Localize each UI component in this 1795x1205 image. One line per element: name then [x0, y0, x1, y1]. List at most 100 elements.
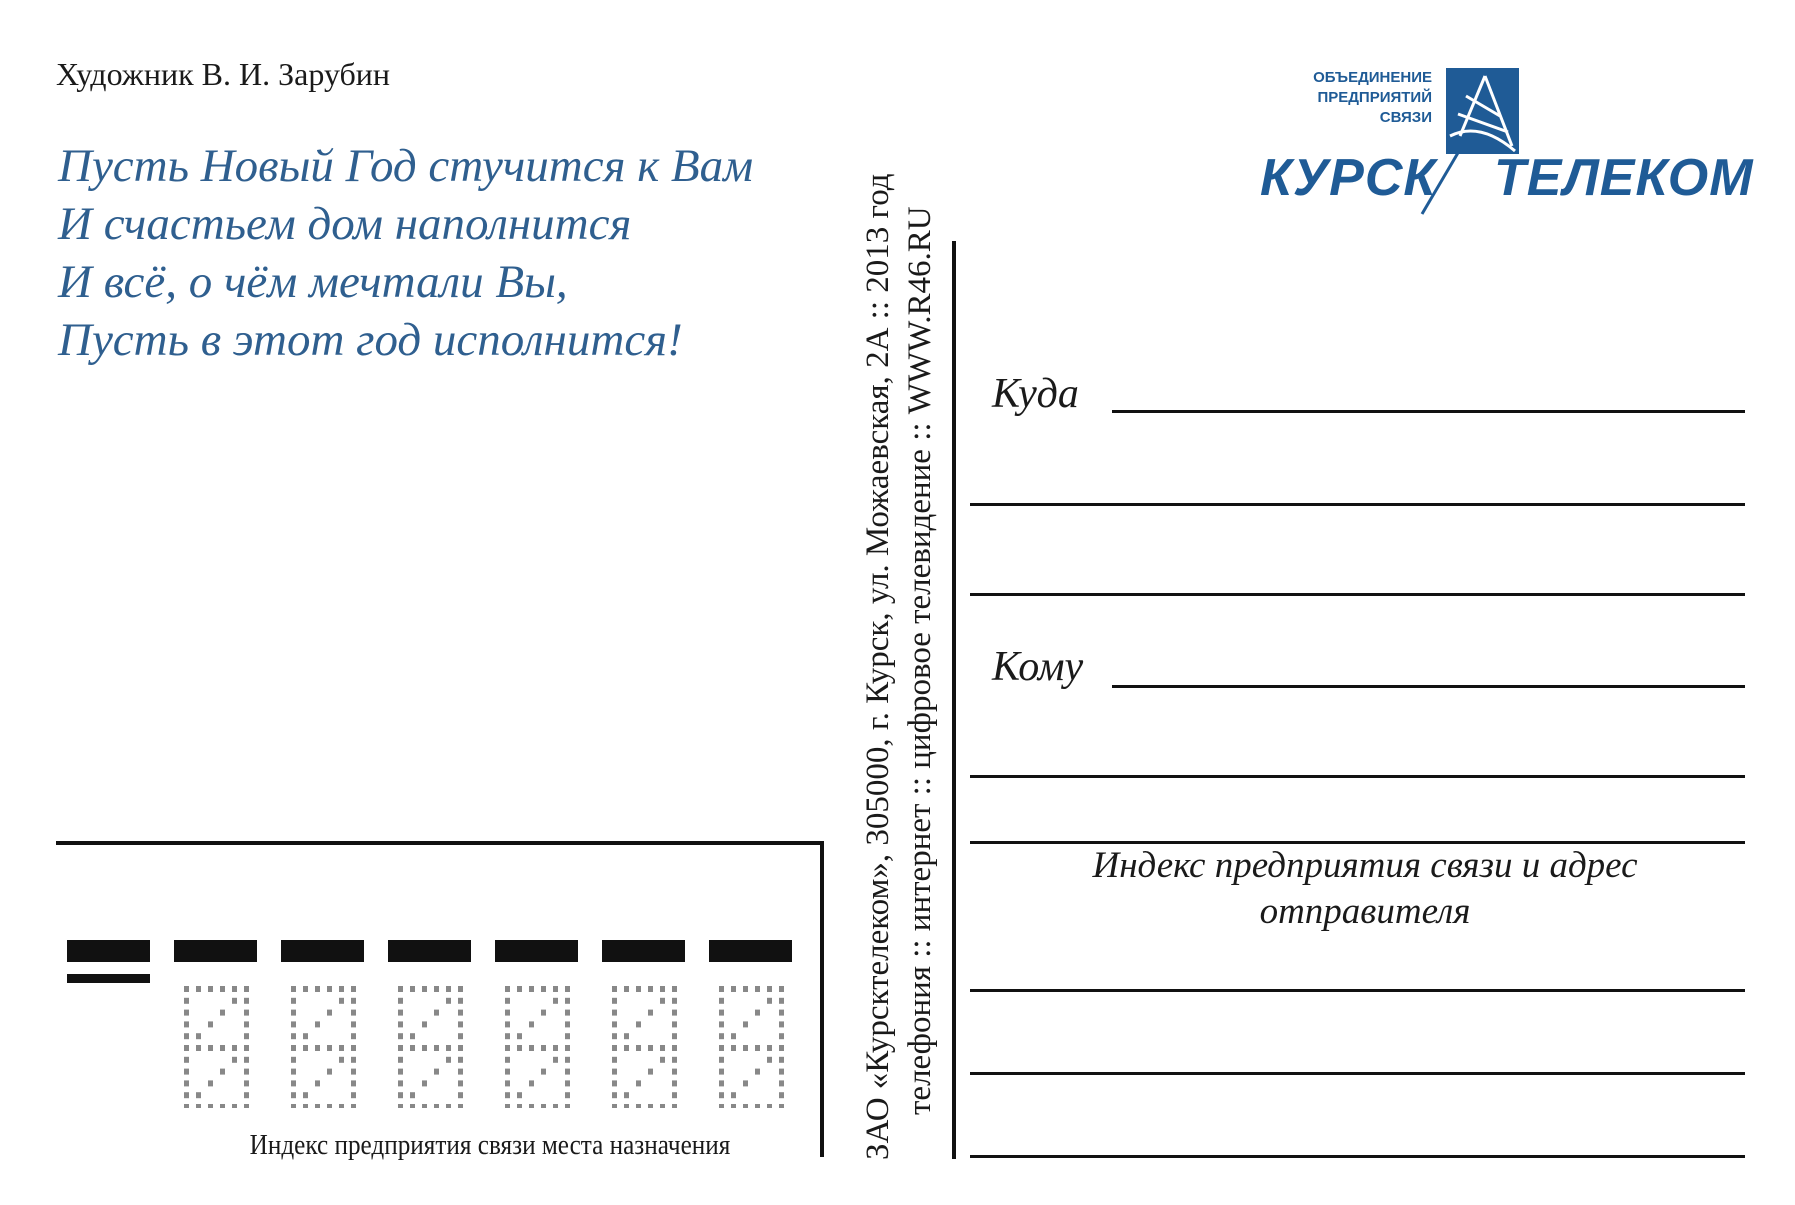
template-dot: [612, 1092, 617, 1099]
to-where-label: Куда: [992, 371, 1079, 417]
postcode-digit-template[interactable]: [182, 984, 252, 1108]
template-dot: [612, 1009, 617, 1016]
template-dot: [458, 986, 463, 992]
template-dot: [458, 1092, 463, 1099]
template-dot: [612, 1056, 617, 1063]
template-dot: [517, 1033, 522, 1040]
template-dot: [541, 1045, 546, 1051]
template-dot: [327, 1045, 332, 1051]
template-dot: [743, 1104, 748, 1108]
template-dot: [244, 1045, 249, 1051]
template-dot: [458, 1080, 463, 1087]
address-line[interactable]: [970, 503, 1745, 506]
template-dot: [244, 997, 249, 1004]
template-dot: [719, 1045, 724, 1051]
template-dot: [398, 1104, 403, 1108]
template-dot: [565, 1056, 570, 1063]
address-line[interactable]: [1112, 410, 1745, 413]
sender-line[interactable]: [970, 1155, 1745, 1158]
template-dot: [731, 1045, 736, 1051]
template-dot: [719, 1092, 724, 1099]
template-dot: [184, 1104, 189, 1108]
postcode-digit-template[interactable]: [717, 984, 787, 1108]
template-dot: [327, 1068, 332, 1075]
template-dot: [731, 986, 736, 992]
address-line[interactable]: [970, 593, 1745, 596]
template-dot: [446, 997, 451, 1004]
template-dot: [743, 986, 748, 992]
imprint-line: телефония :: интернет :: цифровое телеви…: [902, 206, 938, 1115]
template-dot: [458, 1045, 463, 1051]
template-dot: [743, 1021, 748, 1028]
template-dot: [327, 1104, 332, 1108]
template-dot: [660, 997, 665, 1004]
recipient-line[interactable]: [1112, 685, 1745, 688]
imprint-line: ЗАО «Курсктелеком», 305000, г. Курск, ул…: [860, 173, 896, 1160]
poem-line: Пусть Новый Год стучится к Вам: [58, 140, 754, 192]
template-dot: [779, 986, 784, 992]
template-dot: [303, 1092, 308, 1099]
template-dot: [779, 1104, 784, 1108]
recipient-line[interactable]: [970, 775, 1745, 778]
template-dot: [565, 986, 570, 992]
template-dot: [553, 997, 558, 1004]
template-dot: [505, 1080, 510, 1087]
template-dot: [505, 986, 510, 992]
template-dot: [291, 1080, 296, 1087]
postcode-digit-template[interactable]: [503, 984, 573, 1108]
recipient-line[interactable]: [970, 841, 1745, 844]
template-dot: [517, 986, 522, 992]
template-dot: [410, 1104, 415, 1108]
template-dot: [351, 1104, 356, 1108]
template-dot: [719, 1033, 724, 1040]
template-dot: [196, 1104, 201, 1108]
template-dot: [660, 1045, 665, 1051]
template-dot: [184, 986, 189, 992]
template-dot: [339, 997, 344, 1004]
template-dot: [648, 986, 653, 992]
poem-line: Пусть в этот год исполнится!: [58, 314, 683, 366]
template-dot: [505, 1068, 510, 1075]
template-dot: [196, 1045, 201, 1051]
logo-word-kursk: КУРСК: [1260, 149, 1437, 207]
template-dot: [244, 1104, 249, 1108]
template-dot: [291, 997, 296, 1004]
template-dot: [755, 1068, 760, 1075]
template-dot: [779, 1092, 784, 1099]
template-dot: [422, 1104, 427, 1108]
template-dot: [410, 1045, 415, 1051]
template-dot: [184, 1056, 189, 1063]
template-dot: [303, 1045, 308, 1051]
postcode-digit-template[interactable]: [610, 984, 680, 1108]
template-dot: [624, 986, 629, 992]
template-dot: [184, 1092, 189, 1099]
template-dot: [327, 986, 332, 992]
template-dot: [719, 1104, 724, 1108]
postcode-digit-template[interactable]: [289, 984, 359, 1108]
template-dot: [315, 1021, 320, 1028]
template-dot: [398, 1033, 403, 1040]
sender-line[interactable]: [970, 1072, 1745, 1075]
template-dot: [719, 1056, 724, 1063]
template-dot: [541, 1009, 546, 1016]
template-dot: [220, 1104, 225, 1108]
logo-subtitle-line: СВЯЗИ: [1379, 109, 1432, 126]
template-dot: [565, 1021, 570, 1028]
template-dot: [672, 1056, 677, 1063]
sender-line[interactable]: [970, 989, 1745, 992]
template-dot: [672, 1009, 677, 1016]
postcode-digit-template[interactable]: [396, 984, 466, 1108]
template-dot: [624, 1092, 629, 1099]
template-dot: [636, 986, 641, 992]
template-dot: [351, 986, 356, 992]
postcode-box-side: [820, 841, 824, 1157]
template-dot: [315, 1080, 320, 1087]
template-dot: [351, 997, 356, 1004]
template-dot: [303, 1104, 308, 1108]
template-dot: [505, 997, 510, 1004]
template-dot: [339, 986, 344, 992]
logo-subtitle: ОБЪЕДИНЕНИЕ ПРЕДПРИЯТИЙ СВЯЗИ: [1300, 68, 1432, 128]
template-dot: [232, 1104, 237, 1108]
template-dot: [767, 997, 772, 1004]
logo-subtitle-line: ОБЪЕДИНЕНИЕ: [1313, 69, 1432, 86]
